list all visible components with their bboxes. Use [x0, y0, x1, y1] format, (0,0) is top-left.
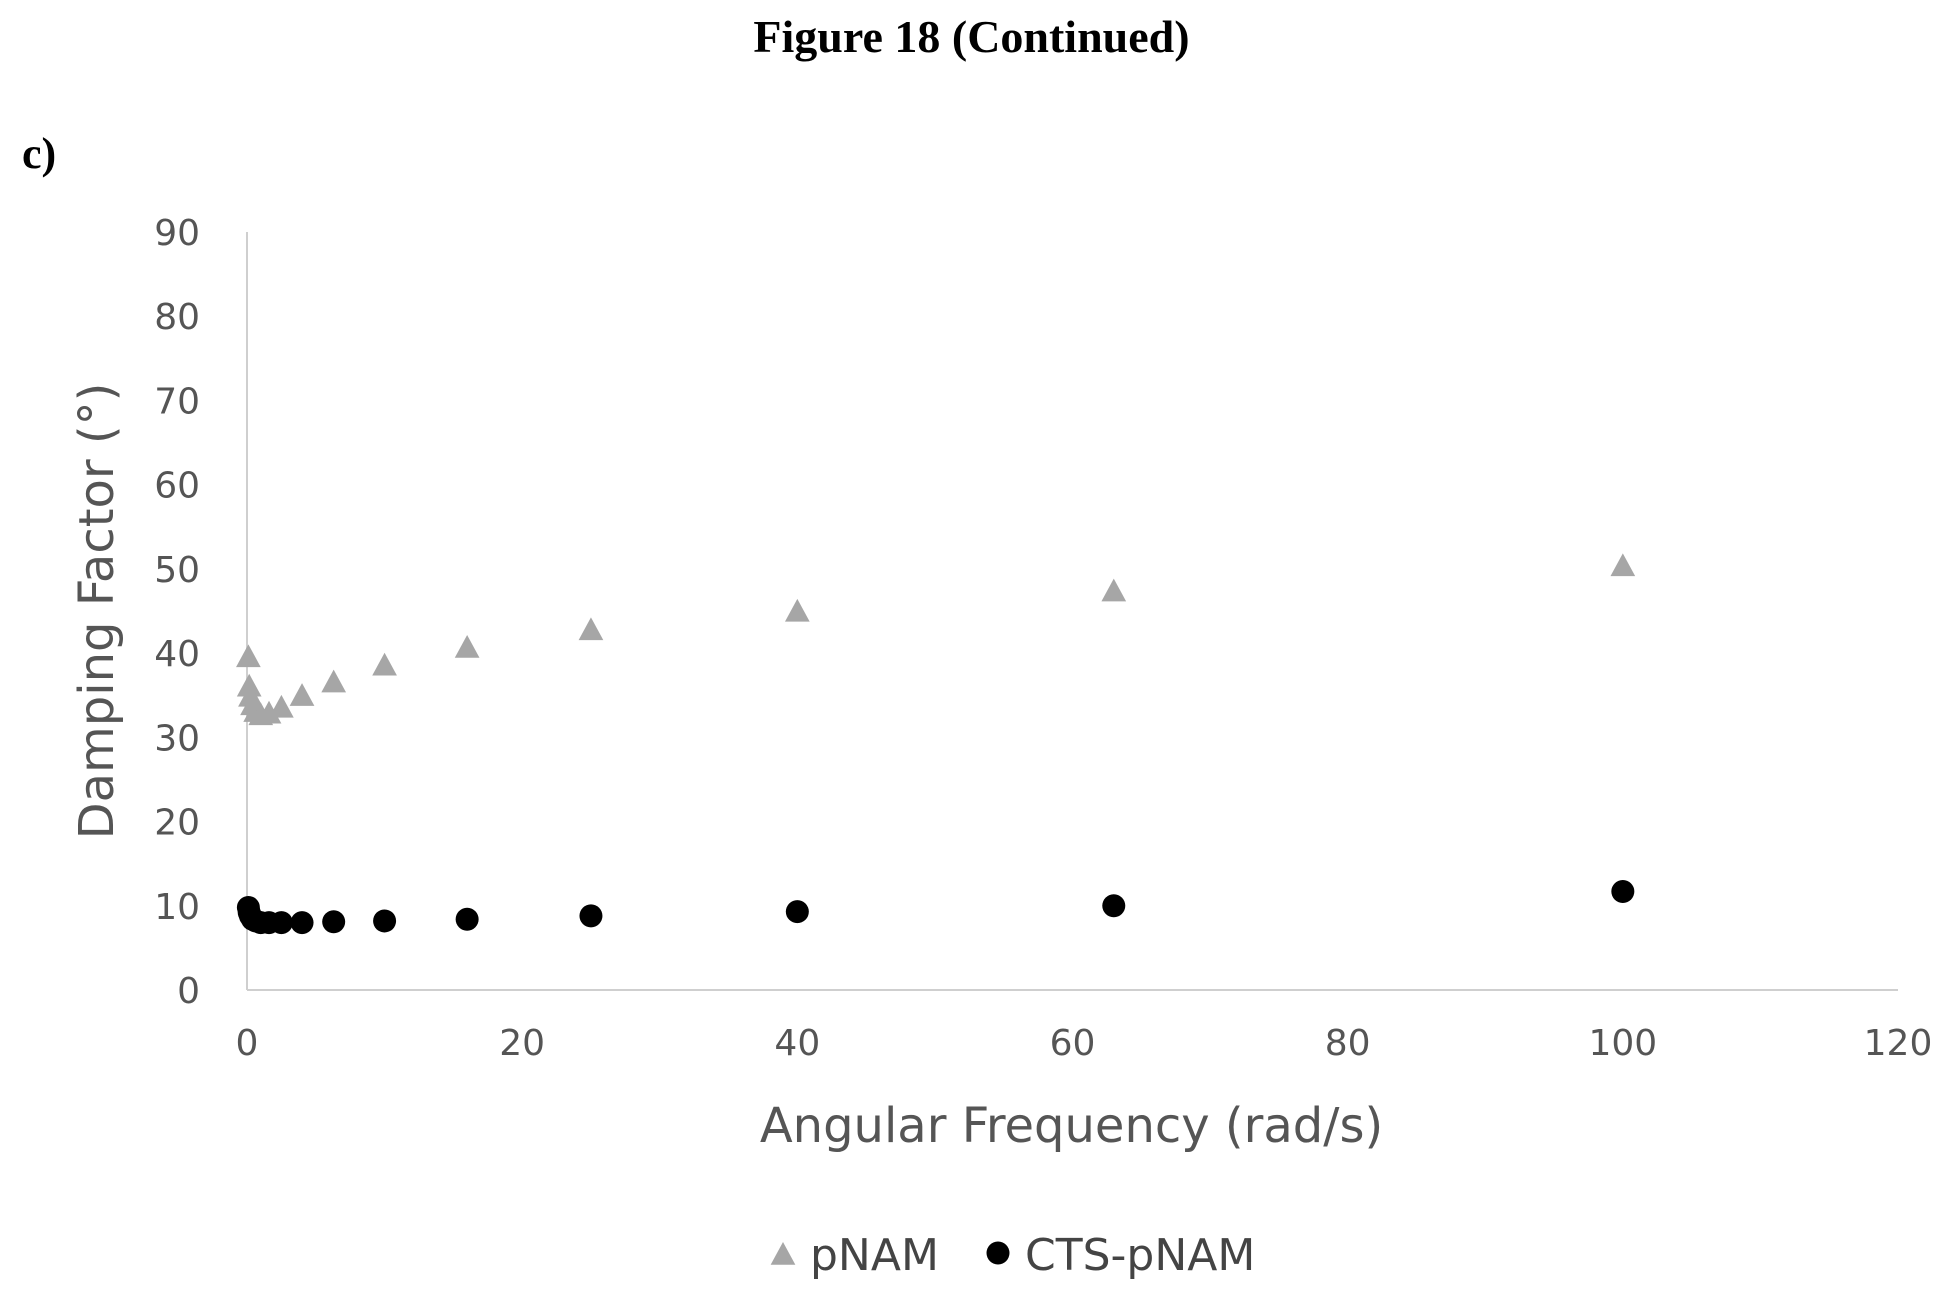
cts-pnam-point: [1102, 894, 1126, 918]
x-tick-label: 80: [1325, 1023, 1371, 1064]
tick-labels: 0 10 20 30 40 50 60 70 80 90 0 20 40 60 80 100 120: [154, 213, 1932, 1064]
y-tick-label: 20: [154, 803, 200, 844]
cts-pnam-point: [373, 909, 397, 933]
cts-pnam-point: [269, 911, 293, 935]
data-marks: [236, 553, 1636, 935]
pnam-point: [454, 635, 480, 658]
y-tick-label: 10: [154, 887, 200, 928]
legend-marker-pnam: [770, 1242, 796, 1265]
pnam-point: [269, 694, 294, 718]
pnam-point: [372, 652, 397, 676]
pnam-point: [1610, 553, 1636, 577]
figure-title: Figure 18 (Continued): [753, 11, 1190, 62]
legend-label-cts-pnam: CTS-pNAM: [1025, 1230, 1255, 1281]
x-tick-label: 120: [1864, 1023, 1933, 1064]
pnam-point: [578, 617, 604, 641]
legend-marker-cts-pnam: [986, 1241, 1010, 1265]
y-tick-label: 50: [154, 550, 200, 591]
pnam-point: [236, 644, 261, 668]
pnam-point: [236, 673, 262, 697]
y-tick-label: 60: [154, 466, 200, 507]
y-tick-label: 90: [154, 213, 200, 254]
cts-pnam-point: [785, 900, 809, 924]
y-tick-label: 40: [154, 634, 200, 675]
pnam-point: [321, 669, 347, 693]
x-tick-label: 20: [499, 1023, 545, 1064]
cts-pnam-point: [1611, 879, 1635, 903]
y-tick-label: 30: [154, 718, 200, 759]
panel-label: c): [22, 129, 57, 178]
x-axis-title: Angular Frequency (rad/s): [760, 1098, 1383, 1154]
cts-pnam-point: [455, 907, 479, 931]
pnam-point: [289, 683, 315, 706]
pnam-point: [256, 700, 282, 724]
y-axis-title: Damping Factor (°): [69, 383, 125, 840]
pnam-point: [784, 598, 810, 622]
y-tick-label: 0: [177, 971, 200, 1012]
cts-pnam-point: [290, 911, 314, 935]
x-tick-label: 0: [236, 1023, 259, 1064]
legend-label-pnam: pNAM: [810, 1230, 939, 1281]
y-tick-label: 70: [154, 381, 200, 422]
pnam-point: [1101, 578, 1127, 602]
cts-pnam-point: [322, 910, 346, 934]
x-tick-label: 60: [1050, 1023, 1096, 1064]
axes: [246, 232, 1898, 991]
x-tick-label: 40: [774, 1023, 820, 1064]
x-tick-label: 100: [1588, 1023, 1657, 1064]
cts-pnam-point: [579, 904, 603, 928]
y-tick-label: 80: [154, 297, 200, 338]
legend: pNAM CTS-pNAM: [770, 1230, 1255, 1281]
